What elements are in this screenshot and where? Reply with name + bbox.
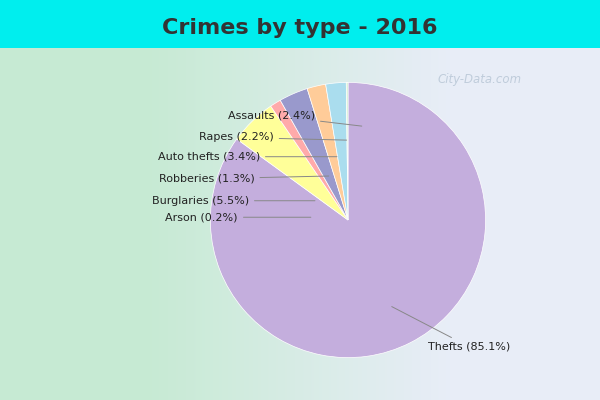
Wedge shape	[326, 82, 348, 220]
Text: Arson (0.2%): Arson (0.2%)	[166, 212, 311, 222]
Wedge shape	[211, 82, 485, 358]
Text: Robberies (1.3%): Robberies (1.3%)	[158, 174, 329, 184]
Text: Burglaries (5.5%): Burglaries (5.5%)	[152, 196, 315, 206]
Wedge shape	[237, 106, 348, 220]
Text: Auto thefts (3.4%): Auto thefts (3.4%)	[158, 152, 337, 162]
Text: City-Data.com: City-Data.com	[438, 74, 522, 86]
Text: Thefts (85.1%): Thefts (85.1%)	[392, 306, 510, 352]
Wedge shape	[280, 88, 348, 220]
Text: Crimes by type - 2016: Crimes by type - 2016	[162, 18, 438, 38]
Wedge shape	[271, 100, 348, 220]
Text: Rapes (2.2%): Rapes (2.2%)	[199, 132, 347, 142]
Wedge shape	[346, 82, 348, 220]
Text: Assaults (2.4%): Assaults (2.4%)	[228, 110, 362, 126]
Wedge shape	[307, 84, 348, 220]
